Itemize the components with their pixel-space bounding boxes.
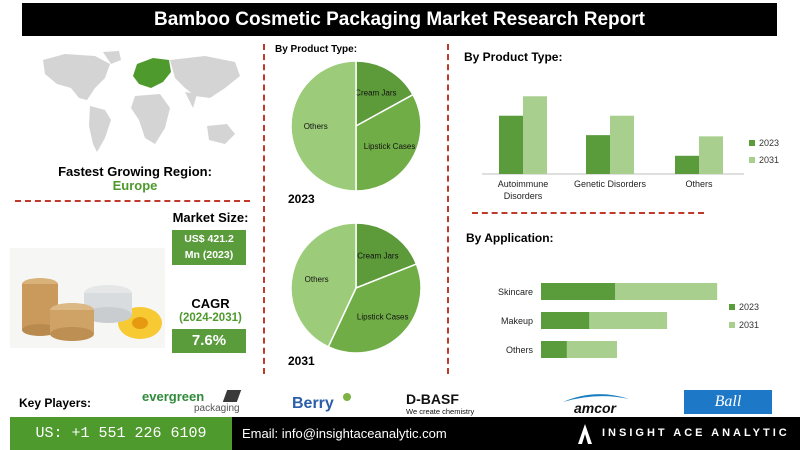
insightace-logo-icon (578, 424, 592, 444)
pie-label-2031-2: Others (305, 275, 329, 284)
cagr-label: CAGR (191, 296, 230, 311)
basf-logo: D-BASF We create chemistry (406, 391, 475, 417)
key-players-label: Key Players: (19, 396, 92, 410)
bar1-category-1-0: Genetic Disorders (574, 179, 647, 189)
brand-name: INSIGHT ACE ANALYTIC (602, 427, 790, 439)
divider-region (15, 200, 250, 202)
pie-section-title: By Product Type: (275, 44, 358, 55)
pie-slice-2031-0 (355, 222, 418, 290)
bar2-category-2: Others (506, 345, 534, 355)
market-size-year: Mn (2023) (184, 249, 234, 261)
pie-slice-2031-1 (327, 263, 422, 354)
pie-label-2031-0: Cream Jars (357, 252, 398, 261)
berry-logo: Berry (292, 395, 334, 412)
divider-bars (472, 212, 704, 214)
bar2-category-1: Makeup (501, 316, 533, 326)
ball-logo: Ball (684, 390, 772, 414)
bar1-category-2-0: Others (685, 179, 713, 189)
bar2-2031-1 (589, 312, 668, 329)
amcor-text: amcor (574, 400, 618, 416)
pie-charts: Cream Jars Lipstick Cases Others Cream Jar… (290, 60, 422, 354)
cagr-value: 7.6% (172, 329, 246, 353)
berry-leaf-icon (343, 393, 351, 401)
pie-chart-2023: Cream Jars Lipstick Cases Others (290, 60, 422, 192)
pie-slice-2023-1 (355, 93, 422, 192)
divider-right (447, 44, 449, 374)
amcor-logo: amcor (563, 394, 629, 416)
europe-highlight (133, 58, 171, 88)
region-value: Europe (112, 178, 158, 193)
pie-2023-title: 2023 (288, 192, 315, 206)
bar2-2023-1 (541, 312, 590, 329)
bar1-2023-2 (675, 155, 699, 174)
australia (207, 124, 235, 144)
bar2-2023-0 (541, 283, 616, 300)
continents (43, 51, 240, 152)
pie-chart-2031: Cream Jars Lipstick Cases Others (290, 222, 422, 354)
divider-left (263, 44, 265, 374)
bar1-2023-0 (499, 115, 523, 174)
bar1-2023-1 (586, 135, 610, 174)
phone-bar: US: +1 551 226 6109 (10, 417, 232, 450)
pie-2031-title: 2031 (288, 354, 315, 368)
south-america (89, 106, 111, 152)
bar1-legend-2023: 2023 (759, 138, 779, 148)
world-map (43, 51, 240, 152)
india (185, 92, 197, 108)
bar2-legend-swatch-2023 (729, 304, 735, 310)
contact-bar: Email: info@insightaceanalytic.com INSIG… (232, 417, 800, 450)
bar-application-title: By Application: (466, 231, 554, 245)
asia (170, 56, 240, 98)
pie-slice-2023-2 (290, 60, 357, 192)
pie-label-2023-1: Lipstick Cases (364, 142, 416, 151)
greenland (103, 51, 121, 64)
bar1-legend-2031: 2031 (759, 155, 779, 165)
pie-label-2023-2: Others (304, 122, 328, 131)
email-address[interactable]: Email: info@insightaceanalytic.com (242, 426, 447, 441)
pie-slice-2031-2 (290, 222, 357, 348)
bar-product-title: By Product Type: (464, 50, 563, 64)
bar-chart-product-type: Autoimmune Disorders Genetic Disorders Othe… (482, 96, 779, 201)
bar1-legend-swatch-2031 (749, 157, 755, 163)
bar2-category-0: Skincare (498, 287, 533, 297)
bar1-2031-1 (610, 115, 634, 174)
pie-label-2031-1: Lipstick Cases (357, 312, 409, 321)
report-title: Bamboo Cosmetic Packaging Market Researc… (22, 3, 777, 36)
market-size-box: US$ 421.2 Mn (2023) (172, 230, 246, 265)
bar2-legend-swatch-2031 (729, 322, 735, 328)
north-america (43, 54, 110, 100)
bar1-category-0-0: Autoimmune (498, 179, 549, 189)
amcor-swoosh-icon (563, 394, 629, 402)
bar1-category-0-1: Disorders (504, 191, 543, 201)
bar1-legend-swatch-2023 (749, 140, 755, 146)
bar1-2031-2 (699, 136, 723, 174)
bar2-2023-2 (541, 341, 567, 358)
cagr-period: (2024-2031) (179, 312, 242, 324)
product-image (10, 248, 165, 348)
bar2-2031-0 (615, 283, 718, 300)
bar1-2031-0 (523, 96, 547, 174)
pie-slice-2023-0 (355, 60, 414, 128)
bar2-legend-2023: 2023 (739, 302, 759, 312)
bar2-legend-2031: 2031 (739, 320, 759, 330)
market-size-value: US$ 421.2 (184, 233, 234, 245)
bar2-2031-2 (566, 341, 617, 358)
phone-number[interactable]: US: +1 551 226 6109 (35, 425, 207, 442)
market-size-label: Market Size: (172, 210, 249, 225)
bar-chart-application: Skincare Makeup Others 2023 2031 (498, 283, 759, 358)
africa (131, 94, 170, 144)
pie-label-2023-0: Cream Jars (355, 88, 396, 97)
region-label: Fastest Growing Region: (58, 164, 212, 179)
evergreen-logo: evergreen packaging (142, 389, 242, 414)
